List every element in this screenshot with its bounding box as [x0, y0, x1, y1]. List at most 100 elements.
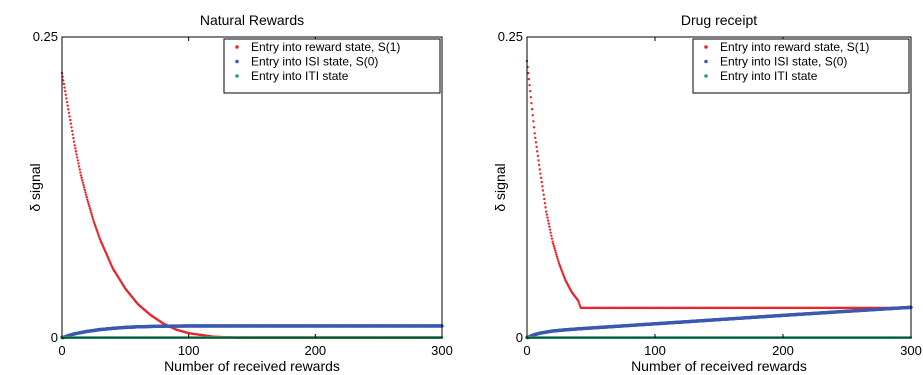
- data-point-reward: [557, 259, 560, 263]
- data-point-reward: [529, 96, 533, 99]
- data-point-reward: [74, 147, 77, 150]
- data-point-reward: [89, 209, 92, 212]
- data-point-reward: [79, 171, 82, 174]
- x-tick-label: 300: [431, 343, 453, 358]
- data-point-reward: [533, 132, 536, 135]
- legend: Entry into reward state, S(1)Entry into …: [223, 38, 441, 94]
- y-tick-label: 0: [51, 330, 58, 345]
- data-point-reward: [539, 176, 543, 180]
- data-point-reward: [531, 114, 534, 117]
- legend: Entry into reward state, S(1) Entry into …: [692, 38, 910, 94]
- data-point-reward: [71, 133, 74, 136]
- data-point-reward: [577, 299, 580, 302]
- data-point-reward: [84, 193, 88, 196]
- y-tick-label: 0.25: [498, 29, 523, 44]
- data-point-reward: [62, 79, 65, 82]
- data-point-reward: [63, 89, 67, 93]
- chart-panel-2: Drug receipt 0 100 200 300 0 0.25 Number of rec…: [492, 12, 922, 374]
- legend-entry-iti: Entry into ITI state: [251, 69, 349, 83]
- legend-entry-reward: Entry into reward state, S(1): [720, 40, 869, 54]
- data-point-reward: [89, 211, 93, 214]
- data-point-reward: [532, 120, 535, 123]
- data-point-reward: [538, 168, 541, 171]
- data-point-reward: [67, 108, 70, 111]
- data-point-reward: [548, 228, 552, 231]
- x-tick-label: 0: [523, 343, 530, 358]
- data-point-reward: [541, 189, 545, 192]
- data-point-reward: [90, 213, 93, 216]
- x-tick-label: 200: [304, 343, 326, 358]
- chart-panel-1: Natural Rewards 0 100 200 300 0 0.25 Number of …: [27, 12, 453, 374]
- data-point-reward: [544, 206, 547, 209]
- data-point-reward: [546, 219, 550, 222]
- data-point-reward: [527, 77, 531, 81]
- data-point-reward: [535, 145, 538, 149]
- data-point-reward: [87, 202, 90, 206]
- data-point-reward: [536, 150, 539, 153]
- data-point-reward: [64, 93, 68, 96]
- x-tick-label: 300: [900, 343, 922, 358]
- data-point-reward: [528, 83, 531, 87]
- data-point-reward: [534, 136, 537, 140]
- data-point-reward: [92, 220, 95, 223]
- data-point-reward: [98, 236, 101, 239]
- data-point-reward: [96, 230, 99, 234]
- data-point-reward: [76, 156, 79, 159]
- series-reward: [60, 71, 444, 339]
- data-point-reward: [72, 140, 76, 143]
- data-point-reward: [550, 237, 554, 240]
- data-point-reward: [81, 179, 84, 182]
- data-point-reward: [534, 141, 538, 144]
- data-point-reward: [578, 303, 581, 306]
- data-point-reward: [82, 183, 85, 187]
- data-point-reward: [527, 71, 530, 75]
- data-point-reward: [76, 159, 80, 162]
- data-point-reward: [78, 168, 81, 171]
- y-axis-label: δ signal: [492, 163, 508, 211]
- data-point-reward: [541, 185, 544, 188]
- x-tick-label: 100: [644, 343, 666, 358]
- legend-marker-reward: [704, 45, 708, 49]
- data-point-reward: [578, 304, 582, 308]
- legend-entry-iti: Entry into ITI state: [720, 69, 818, 83]
- data-point-reward: [549, 231, 552, 234]
- data-point-reward: [84, 191, 87, 194]
- data-point-reward: [550, 234, 553, 237]
- data-point-reward: [69, 118, 72, 122]
- data-point-reward: [69, 122, 73, 125]
- data-point-reward: [537, 159, 540, 162]
- data-point-reward: [93, 223, 97, 227]
- data-point-reward: [537, 163, 541, 167]
- data-point-reward: [553, 249, 557, 252]
- data-point-reward: [540, 180, 543, 184]
- data-point-reward: [77, 162, 80, 165]
- data-point-reward: [86, 198, 89, 201]
- data-point-reward: [88, 204, 91, 208]
- data-point-reward: [94, 225, 97, 228]
- legend-marker-isi: [704, 59, 708, 64]
- data-point-reward: [86, 200, 90, 203]
- series-isi: [60, 324, 444, 340]
- y-tick-label: 0.25: [33, 29, 58, 44]
- data-point-reward: [91, 215, 94, 219]
- x-axis-label: Number of received rewards: [164, 358, 340, 374]
- data-point-reward: [88, 207, 92, 210]
- data-point-reward: [68, 115, 71, 118]
- legend-marker-isi: [235, 59, 239, 64]
- data-point-reward: [93, 221, 96, 225]
- data-point-reward: [536, 154, 540, 158]
- data-point-reward: [74, 150, 78, 153]
- data-point-reward: [79, 174, 83, 177]
- data-point-reward: [543, 197, 546, 201]
- data-point-reward: [552, 242, 555, 246]
- x-tick-label: 0: [58, 343, 65, 358]
- data-point-reward: [530, 108, 534, 111]
- data-point-reward: [545, 213, 549, 216]
- data-point-reward: [62, 82, 66, 86]
- data-point-reward: [553, 246, 556, 250]
- data-point-reward: [70, 126, 73, 129]
- data-point-reward: [555, 253, 558, 256]
- data-point-reward: [530, 102, 533, 105]
- data-point-reward: [577, 301, 581, 304]
